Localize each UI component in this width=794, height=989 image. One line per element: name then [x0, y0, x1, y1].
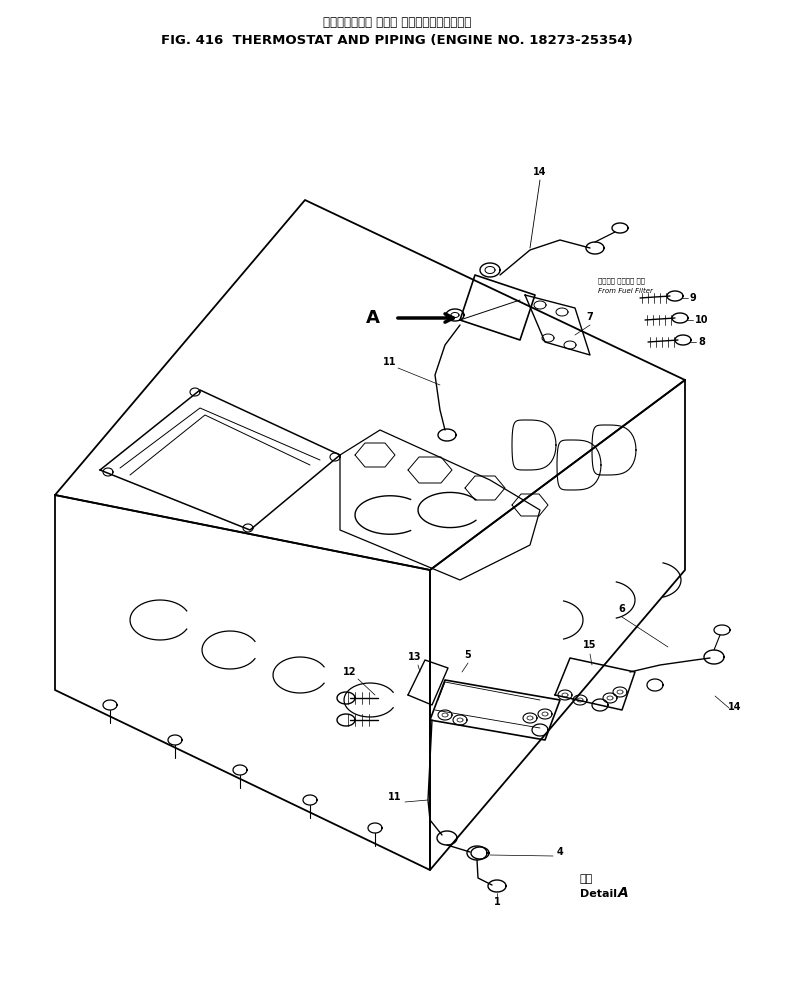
Text: Detail: Detail — [580, 889, 617, 899]
Text: A: A — [366, 309, 380, 327]
Text: 14: 14 — [534, 167, 547, 177]
Text: 1: 1 — [494, 897, 500, 907]
Text: 10: 10 — [695, 315, 708, 325]
Text: 7: 7 — [587, 312, 593, 322]
Text: FIG. 416  THERMOSTAT AND PIPING (ENGINE NO. 18273-25354): FIG. 416 THERMOSTAT AND PIPING (ENGINE N… — [161, 34, 633, 46]
Text: 11: 11 — [388, 792, 402, 802]
Text: From Fuel Filter: From Fuel Filter — [598, 288, 653, 294]
Text: 6: 6 — [619, 604, 626, 614]
Text: 15: 15 — [584, 640, 597, 650]
Text: 9: 9 — [690, 293, 697, 303]
Text: フュエル フィルタ より: フュエル フィルタ より — [598, 277, 645, 284]
Text: 8: 8 — [698, 337, 705, 347]
Text: 11: 11 — [384, 357, 397, 367]
Text: A: A — [618, 886, 629, 900]
Text: 13: 13 — [408, 652, 422, 662]
Text: 12: 12 — [343, 667, 357, 677]
Text: 5: 5 — [464, 650, 472, 660]
Text: 4: 4 — [557, 847, 564, 857]
Text: 詳細: 詳細 — [580, 874, 593, 884]
Text: 14: 14 — [728, 702, 742, 712]
Text: サーモスタット および パイピング　適用号機: サーモスタット および パイピング 適用号機 — [323, 16, 471, 29]
